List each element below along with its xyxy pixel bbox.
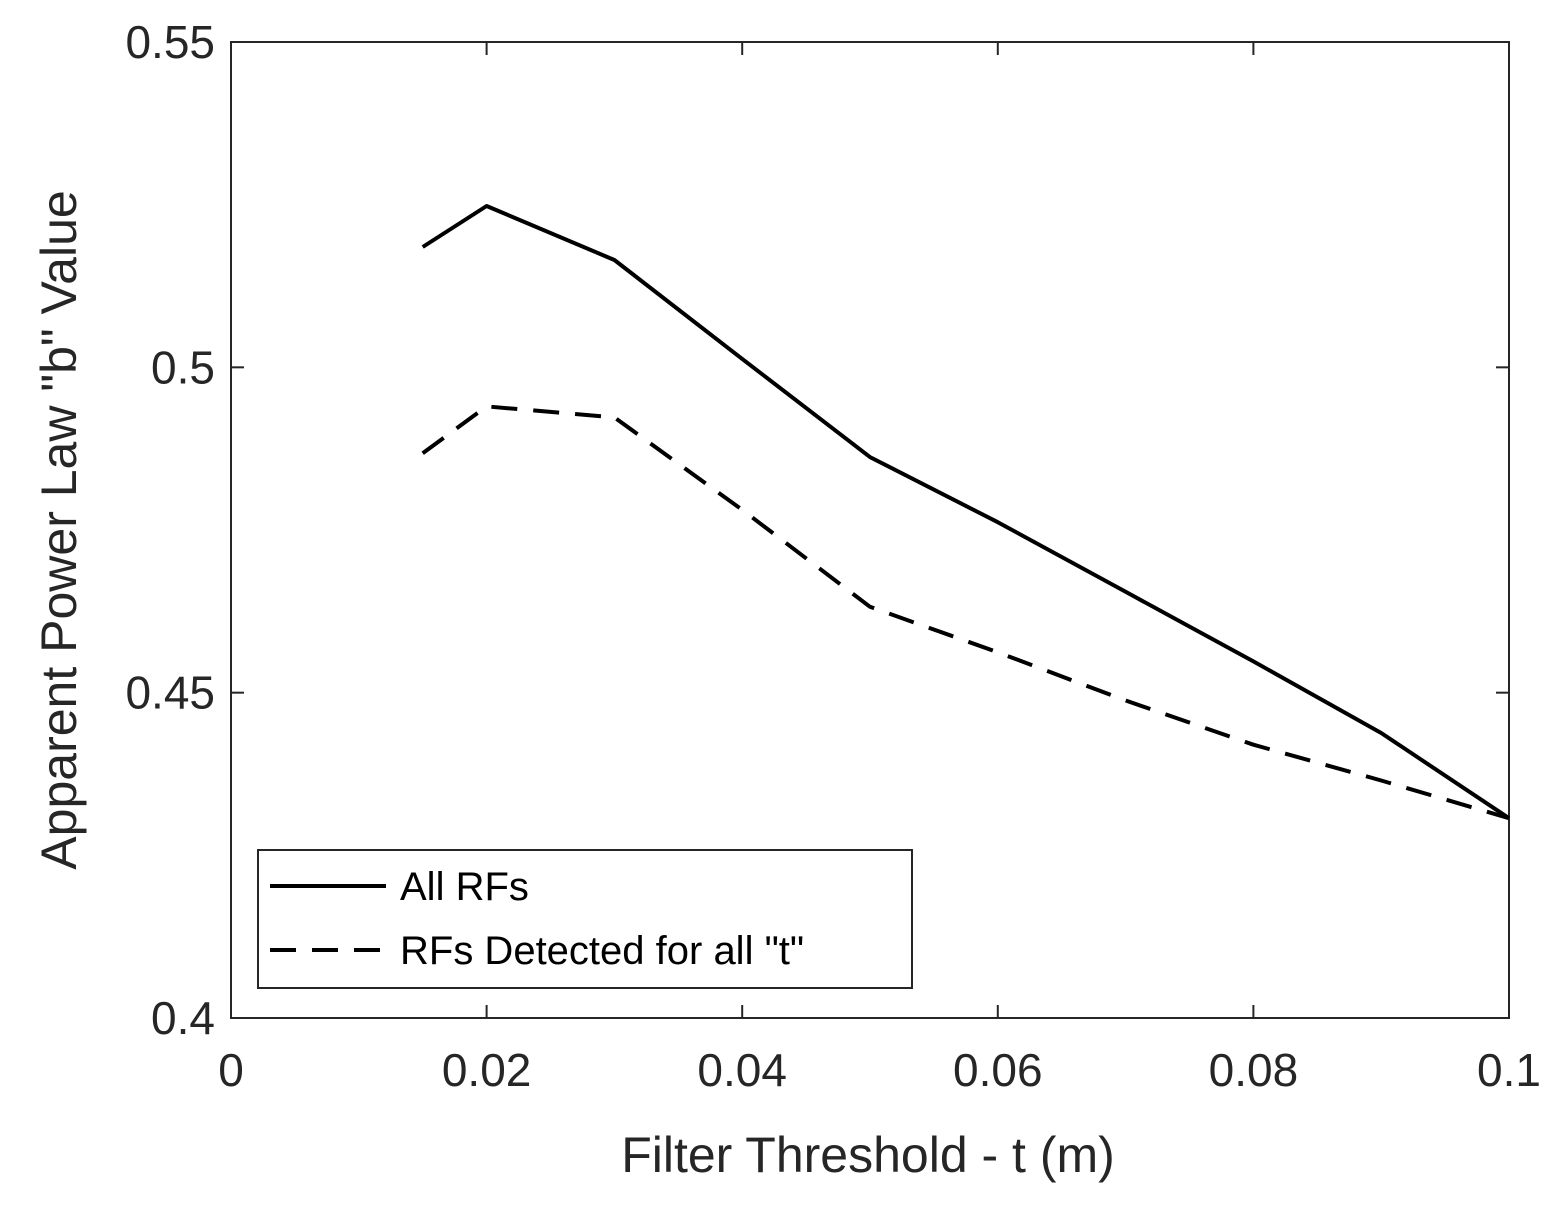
y-tick-label: 0.55	[125, 16, 215, 68]
axes: 0 0.02 0.04 0.06 0.08 0.1 0.4 0.45 0.5 0.55	[125, 16, 1541, 1096]
y-tick-label: 0.45	[125, 667, 215, 719]
series-line-dashed	[421, 404, 1510, 821]
y-tick-label: 0.5	[151, 341, 215, 393]
legend-label: RFs Detected for all "t"	[400, 929, 804, 973]
legend-box	[257, 849, 913, 989]
x-tick-label: 0.08	[1209, 1044, 1299, 1096]
y-axis-title: Apparent Power Law "b" Value	[31, 190, 87, 869]
y-tick-label: 0.4	[151, 992, 215, 1044]
x-tick-label: 0.1	[1477, 1044, 1541, 1096]
series-layer	[421, 204, 1511, 821]
legend: All RFs RFs Detected for all "t"	[257, 849, 913, 989]
x-tick-label: 0	[218, 1044, 244, 1096]
x-tick-label: 0.06	[953, 1044, 1043, 1096]
axes-box	[230, 41, 1510, 1019]
x-axis-title: Filter Threshold - t (m)	[621, 1127, 1115, 1183]
x-tick-label: 0.04	[697, 1044, 787, 1096]
x-tick-label: 0.02	[442, 1044, 532, 1096]
legend-label: All RFs	[400, 865, 529, 909]
series-line-solid	[421, 204, 1511, 820]
